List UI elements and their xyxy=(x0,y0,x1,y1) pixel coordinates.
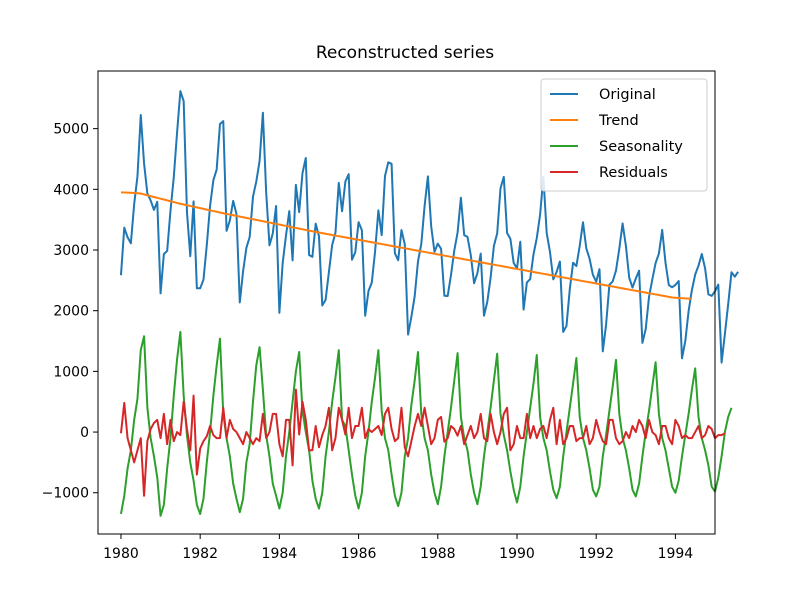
y-tick-label: 5000 xyxy=(53,122,89,138)
x-tick-label: 1990 xyxy=(499,546,535,562)
legend-label-original: Original xyxy=(599,87,656,103)
axes-layer: 1980 1982 1984 1986 1988 1990 1992 1994 −1000 0 10… xyxy=(42,70,716,562)
legend-box xyxy=(540,78,708,192)
x-tick-label: 1994 xyxy=(658,546,694,562)
y-tick-label: 0 xyxy=(80,425,89,441)
legend-label-residuals: Residuals xyxy=(599,165,668,181)
series-line-residuals xyxy=(119,388,726,497)
x-tick-label: 1980 xyxy=(103,546,139,562)
series-line-trend xyxy=(120,191,692,300)
y-tick-label: 3000 xyxy=(53,243,89,259)
plot-frame xyxy=(97,70,716,535)
series-line-seasonality xyxy=(119,330,733,517)
legend-label-trend: Trend xyxy=(598,113,639,129)
series-line-original xyxy=(119,90,739,364)
x-tick-label: 1992 xyxy=(578,546,614,562)
legend-label-seasonality: Seasonality xyxy=(599,139,683,155)
y-tick-label: −1000 xyxy=(42,486,89,502)
x-tick-label: 1982 xyxy=(182,546,218,562)
x-tick-label: 1986 xyxy=(341,546,377,562)
x-tick-label: 1984 xyxy=(262,546,298,562)
chart-title: Reconstructed series xyxy=(316,43,494,63)
y-tick-label: 4000 xyxy=(53,182,89,198)
y-tick-label: 2000 xyxy=(53,304,89,320)
y-tick-label: 1000 xyxy=(53,364,89,380)
legend: Original Trend Seasonality Residuals xyxy=(540,78,708,192)
x-tick-label: 1988 xyxy=(420,546,456,562)
series-layer xyxy=(119,90,739,517)
